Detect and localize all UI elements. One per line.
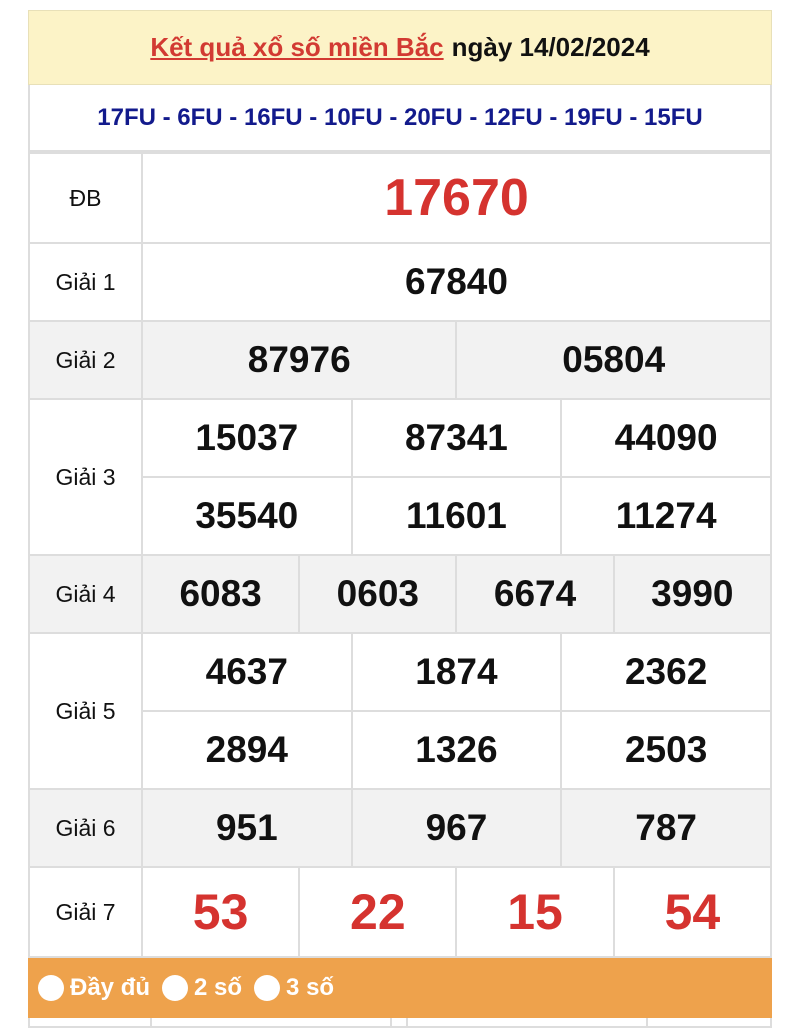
prize-number: 15037 (141, 398, 353, 478)
prize-row-3b: 35540 11601 11274 (29, 476, 772, 556)
display-options: Đầy đủ 2 số 3 số (28, 958, 772, 1018)
prize-number: 3990 (612, 554, 773, 634)
radio-icon[interactable] (162, 975, 189, 1001)
prize-number: 87976 (140, 320, 458, 400)
region-link[interactable]: Kết quả xổ số miền Bắc (150, 32, 444, 62)
prize-number: 15 (455, 866, 615, 958)
results-table: ĐB 17670 Giải 1 67840 Giải 2 87976 05804… (28, 152, 773, 958)
prize-number: 951 (141, 788, 353, 868)
prize-label: Giải 3 (28, 398, 143, 556)
prize-number: 2362 (560, 632, 772, 712)
prize-number: 2503 (560, 710, 772, 790)
prize-label: ĐB (28, 152, 143, 244)
prize-number: 22 (298, 866, 458, 958)
prize-number: 6674 (455, 554, 615, 634)
prize-number: 35540 (141, 476, 353, 556)
prize-number: 54 (612, 866, 773, 958)
prize-row-3: Giải 3 15037 87341 44090 (28, 398, 772, 556)
prize-row-2: Giải 2 87976 05804 (28, 320, 772, 400)
prize-number: 1326 (350, 710, 563, 790)
prize-number: 1874 (350, 632, 563, 712)
prize-number: 11601 (350, 476, 563, 556)
prize-number: 44090 (560, 398, 772, 478)
prize-row-4: Giải 4 6083 0603 6674 3990 (28, 554, 773, 634)
prize-number: 17670 (141, 152, 772, 244)
option-2-digits[interactable]: 2 số (162, 974, 242, 1002)
prize-number: 11274 (560, 476, 772, 556)
prize-number: 67840 (141, 242, 772, 322)
prize-label: Giải 1 (28, 242, 143, 322)
prize-number: 2894 (141, 710, 353, 790)
prize-row-db: ĐB 17670 (28, 152, 772, 244)
prize-row-6: Giải 6 951 967 787 (28, 788, 772, 868)
results-header: Kết quả xổ số miền Bắc ngày 14/02/2024 (28, 10, 772, 85)
result-date: ngày 14/02/2024 (451, 32, 650, 62)
prize-number: 05804 (455, 320, 772, 400)
prize-number: 6083 (140, 554, 301, 634)
results-card: Kết quả xổ số miền Bắc ngày 14/02/2024 1… (28, 10, 773, 1028)
prize-number: 87341 (350, 398, 563, 478)
prize-label: Giải 5 (28, 632, 143, 790)
prize-label: Giải 7 (28, 866, 143, 958)
prize-row-5b: 2894 1326 2503 (29, 710, 772, 790)
prize-label: Giải 2 (28, 320, 143, 400)
prize-number: 787 (560, 788, 772, 868)
option-full[interactable]: Đầy đủ (38, 974, 150, 1002)
option-3-digits[interactable]: 3 số (254, 974, 334, 1002)
prize-number: 967 (350, 788, 563, 868)
radio-icon[interactable] (254, 975, 281, 1001)
prize-number: 0603 (298, 554, 458, 634)
next-table-edge (28, 1018, 772, 1028)
prize-number: 53 (140, 866, 301, 958)
prize-label: Giải 4 (28, 554, 143, 634)
special-codes: 17FU - 6FU - 16FU - 10FU - 20FU - 12FU -… (28, 85, 772, 152)
radio-icon[interactable] (38, 975, 64, 1001)
prize-number: 4637 (141, 632, 353, 712)
prize-row-7: Giải 7 53 22 15 54 (28, 866, 773, 958)
prize-row-1: Giải 1 67840 (28, 242, 772, 322)
prize-row-5: Giải 5 4637 1874 2362 (28, 632, 772, 790)
prize-label: Giải 6 (28, 788, 143, 868)
